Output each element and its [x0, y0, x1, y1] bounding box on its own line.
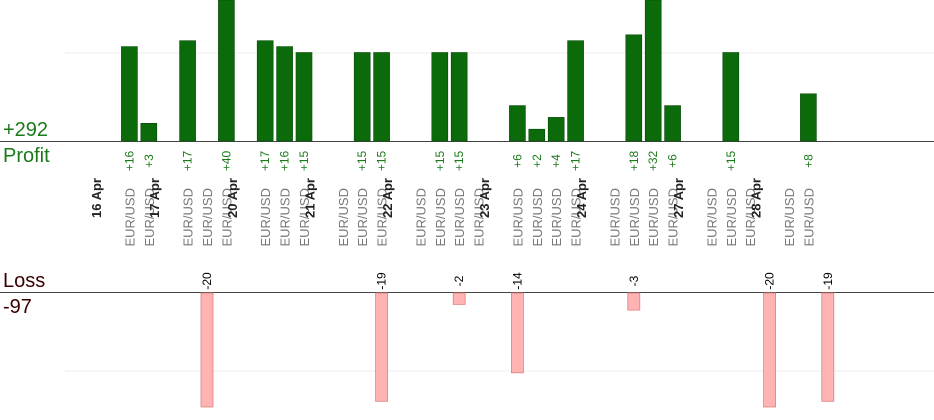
day-label: 20 Apr	[225, 178, 240, 218]
pair-label: EUR/USD	[375, 188, 390, 247]
pair-label: EUR/USD	[219, 188, 234, 247]
profit-value-label: +15	[452, 150, 466, 171]
pair-label: EUR/USD	[413, 188, 428, 247]
pair-label: EUR/USD	[569, 188, 584, 247]
profit-bar	[625, 34, 643, 142]
profit-total: +292	[3, 119, 49, 141]
pair-label: EUR/USD	[122, 188, 137, 247]
loss-bar	[200, 292, 214, 408]
pair-label: EUR/USD	[782, 188, 797, 247]
profit-bar	[431, 52, 449, 142]
profit-value-label: +6	[510, 154, 524, 168]
pair-label: EUR/USD	[200, 188, 215, 247]
loss-label: Loss	[3, 270, 46, 292]
profit-value-label: +4	[549, 154, 563, 168]
loss-value-label: -19	[821, 272, 835, 290]
profit-value-label: +16	[122, 150, 136, 171]
profit-value-label: +6	[666, 154, 680, 168]
profit-bar	[800, 93, 817, 142]
day-label: 22 Apr	[380, 178, 395, 218]
pair-label: EUR/USD	[297, 188, 312, 247]
profit-bar	[353, 52, 371, 142]
profit-bar	[722, 52, 740, 142]
pair-label: EUR/USD	[510, 188, 525, 247]
profit-bar	[644, 0, 662, 142]
pair-label: EUR/USD	[336, 188, 351, 247]
profit-value-label: +17	[258, 150, 272, 171]
profit-bar	[218, 0, 235, 142]
pair-label: EUR/USD	[355, 188, 370, 247]
profit-value-label: +2	[530, 154, 544, 168]
profit-bar	[547, 117, 565, 142]
profit-value-label: +15	[375, 150, 389, 171]
loss-value-label: -3	[627, 275, 641, 286]
profit-bar	[528, 128, 546, 142]
day-label: 24 Apr	[574, 178, 589, 218]
pair-label: EUR/USD	[278, 188, 293, 247]
pair-label: EUR/USD	[258, 188, 273, 247]
pair-label: EUR/USD	[724, 188, 739, 247]
loss-bar	[821, 292, 835, 402]
profit-bar	[276, 46, 293, 142]
profit-bar	[256, 40, 274, 142]
day-label: 28 Apr	[749, 178, 764, 218]
pair-label: EUR/USD	[801, 188, 816, 247]
profit-value-label: +3	[142, 154, 156, 168]
pair-label: EUR/USD	[181, 188, 196, 247]
profit-value-label: +8	[801, 154, 815, 168]
loss-bar	[452, 292, 466, 305]
day-label: 21 Apr	[302, 178, 317, 218]
profit-bar	[450, 52, 468, 142]
pair-label: EUR/USD	[142, 188, 157, 247]
loss-value-label: -19	[375, 272, 389, 290]
pair-label: EUR/USD	[607, 188, 622, 247]
profit-bar	[121, 46, 138, 142]
profit-bar	[373, 52, 390, 142]
profit-bar	[140, 123, 158, 142]
pair-label: EUR/USD	[627, 188, 642, 247]
loss-bar	[763, 292, 776, 408]
profit-value-label: +32	[646, 150, 660, 171]
profit-bar	[567, 40, 584, 142]
loss-value-label: -20	[200, 272, 214, 290]
profit-label: Profit	[3, 145, 50, 167]
loss-bar	[510, 292, 524, 374]
loss-value-label: -14	[510, 272, 524, 290]
profit-value-label: +15	[355, 150, 369, 171]
profit-bar	[295, 52, 313, 142]
profit-value-label: +18	[627, 150, 641, 171]
profit-bar	[664, 105, 681, 142]
pair-label: EUR/USD	[472, 188, 487, 247]
pair-label: EUR/USD	[452, 188, 467, 247]
pair-label: EUR/USD	[704, 188, 719, 247]
pair-label: EUR/USD	[646, 188, 661, 247]
day-label: 16 Apr	[89, 178, 104, 218]
day-label: 17 Apr	[147, 178, 162, 218]
pair-label: EUR/USD	[666, 188, 681, 247]
loss-total: -97	[3, 296, 32, 318]
profit-value-label: +15	[297, 150, 311, 171]
profit-value-label: +15	[724, 150, 738, 171]
pair-label: EUR/USD	[549, 188, 564, 247]
profit-value-label: +17	[181, 150, 195, 171]
pair-label: EUR/USD	[743, 188, 758, 247]
profit-value-label: +16	[278, 150, 292, 171]
profit-value-label: +17	[569, 150, 583, 171]
pair-label: EUR/USD	[530, 188, 545, 247]
profit-value-label: +40	[219, 150, 233, 171]
loss-bar	[627, 292, 641, 311]
profit-bar	[509, 105, 526, 142]
loss-bar	[375, 292, 389, 402]
profit-value-label: +15	[433, 150, 447, 171]
pair-label: EUR/USD	[433, 188, 448, 247]
loss-value-label: -20	[763, 272, 777, 290]
day-label: 27 Apr	[671, 178, 686, 218]
loss-value-label: -2	[452, 275, 466, 286]
day-label: 23 Apr	[477, 178, 492, 218]
profit-bar	[179, 40, 196, 142]
